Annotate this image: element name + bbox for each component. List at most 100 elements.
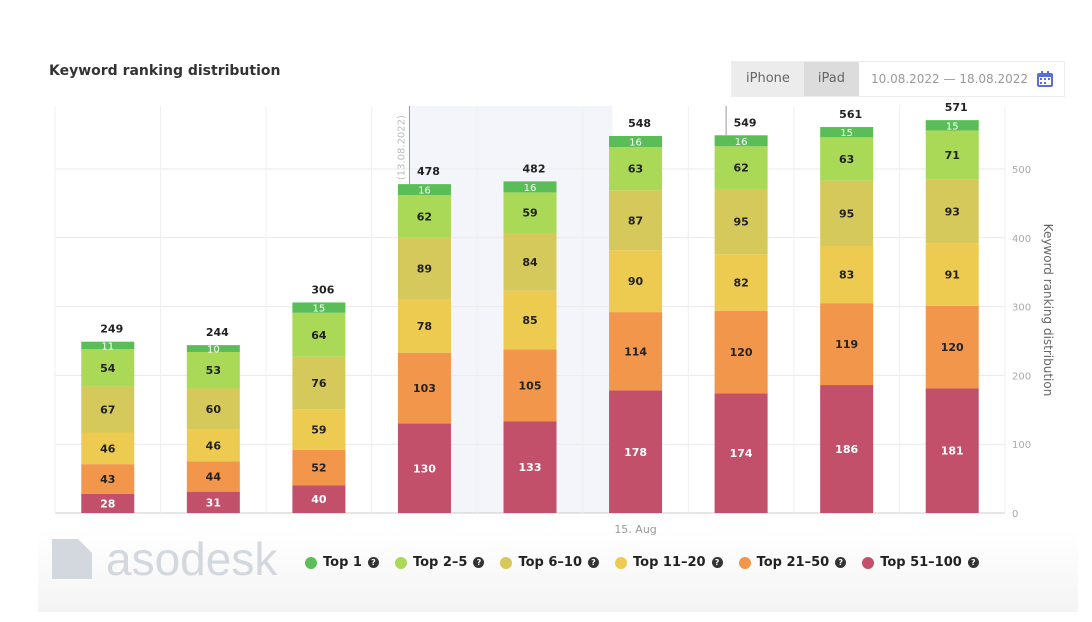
segment-label: 40	[311, 493, 327, 506]
bar-segment	[714, 254, 768, 311]
help-icon[interactable]: ?	[588, 557, 599, 568]
bar-segment	[714, 310, 768, 394]
segment-label: 62	[733, 162, 748, 175]
help-icon[interactable]: ?	[967, 557, 979, 568]
chart-controls: iPhone iPad 10.08.2022 — 18.08.2022	[731, 61, 1066, 97]
chart-title: Keyword ranking distribution	[49, 63, 281, 79]
bar-segment	[714, 146, 768, 189]
segment-label: 46	[206, 440, 222, 453]
legend-label: Top 11–20	[633, 555, 706, 570]
bar-segment	[925, 130, 979, 180]
bar-segment	[186, 429, 240, 462]
segment-label: 28	[100, 497, 115, 510]
segment-label: 120	[941, 341, 964, 354]
chart-svg: 0 100 200 300 400 500 Keyword ranking distribu…	[54, 101, 1055, 536]
segment-label: 78	[417, 320, 432, 333]
legend-item[interactable]: Top 51–100?	[862, 555, 979, 570]
segment-label: 46	[100, 442, 116, 455]
segment-label: 60	[206, 403, 222, 416]
segment-label: 71	[945, 149, 960, 162]
chart-footer	[38, 530, 1078, 612]
segment-label: 178	[624, 446, 647, 459]
segment-label: 15	[946, 121, 959, 132]
segment-label: 62	[417, 210, 432, 223]
help-icon[interactable]: ?	[835, 557, 847, 568]
bar-segment	[714, 135, 768, 147]
segment-label: 59	[522, 207, 537, 220]
segment-label: 54	[100, 362, 116, 375]
segment-label: 120	[730, 346, 753, 359]
bar-segment	[397, 352, 451, 424]
date-range[interactable]: 10.08.2022 — 18.08.2022	[870, 72, 1029, 86]
bar-segment	[925, 179, 979, 244]
legend-dot	[305, 556, 317, 569]
y-tick-label: 0	[1012, 509, 1018, 520]
bar-segment	[397, 184, 451, 196]
segment-label: 186	[835, 443, 858, 456]
bar-segment	[820, 385, 874, 513]
bar-segment	[186, 345, 240, 353]
y-tick-label: 500	[1012, 165, 1031, 176]
bar-segment	[503, 181, 557, 193]
total-label: 478	[417, 165, 440, 178]
legend-item[interactable]: Top 21–50?	[738, 555, 847, 570]
bar-segment	[397, 195, 451, 238]
bar-segment	[186, 352, 240, 389]
legend-label: Top 2–5	[412, 555, 468, 570]
device-iphone-button[interactable]: iPhone	[732, 62, 804, 96]
segment-label: 83	[839, 269, 854, 282]
segment-label: 10	[207, 345, 220, 356]
legend-item[interactable]: Top 1?	[305, 555, 379, 570]
bar-segment	[609, 190, 663, 251]
segment-label: 130	[413, 462, 436, 475]
calendar-icon[interactable]	[1036, 70, 1054, 88]
legend-dot	[615, 556, 627, 569]
y-tick-label: 100	[1012, 440, 1031, 451]
bar-segment	[820, 303, 874, 386]
segment-label: 15	[313, 304, 326, 315]
segment-label: 53	[206, 364, 221, 377]
legend-item[interactable]: Top 6–10?	[500, 555, 599, 570]
segment-label: 84	[522, 256, 538, 269]
help-icon[interactable]: ?	[367, 557, 379, 568]
segment-label: 63	[628, 163, 643, 176]
segment-label: 31	[206, 496, 221, 509]
bar-segment	[292, 312, 346, 357]
segment-label: 16	[418, 186, 431, 197]
bar-segment	[397, 237, 451, 300]
legend-label: Top 6–10	[518, 555, 582, 570]
annotation-label: (13.08.2022)	[396, 115, 407, 180]
help-icon[interactable]: ?	[473, 557, 485, 568]
total-label: 244	[206, 326, 229, 339]
legend-dot	[738, 556, 751, 569]
legend: Top 1? Top 2–5? Top 6–10? Top 11–20? Top 21–…	[305, 555, 979, 570]
legend-item[interactable]: Top 2–5?	[394, 555, 485, 570]
bar-segment	[292, 302, 346, 313]
total-label: 571	[945, 101, 968, 114]
y-tick-label: 300	[1012, 303, 1031, 314]
y-axis-label: Keyword ranking distribution	[1041, 224, 1055, 397]
segment-label: 76	[311, 377, 327, 390]
segment-label: 119	[835, 338, 858, 351]
device-ipad-button[interactable]: iPad	[803, 62, 859, 96]
segment-label: 67	[100, 403, 115, 416]
segment-label: 59	[311, 423, 326, 436]
help-icon[interactable]: ?	[711, 557, 723, 568]
y-tick-label: 400	[1012, 234, 1031, 245]
bar-segment	[820, 137, 874, 181]
segment-label: 91	[945, 269, 960, 282]
segment-label: 43	[100, 473, 115, 486]
bar-segment	[397, 423, 451, 513]
bar-segment	[925, 388, 979, 513]
segment-label: 11	[101, 341, 114, 352]
bar-segment	[609, 250, 663, 313]
segment-label: 174	[730, 447, 753, 460]
y-tick-label: 200	[1012, 371, 1031, 382]
legend-label: Top 51–100	[880, 555, 962, 570]
bar-segment	[925, 243, 979, 306]
total-label: 548	[628, 117, 651, 130]
legend-item[interactable]: Top 11–20?	[615, 555, 723, 570]
x-tick-label: 15. Aug	[614, 523, 656, 536]
segment-label: 93	[945, 205, 960, 218]
asodesk-logo: asodesk	[52, 532, 277, 586]
